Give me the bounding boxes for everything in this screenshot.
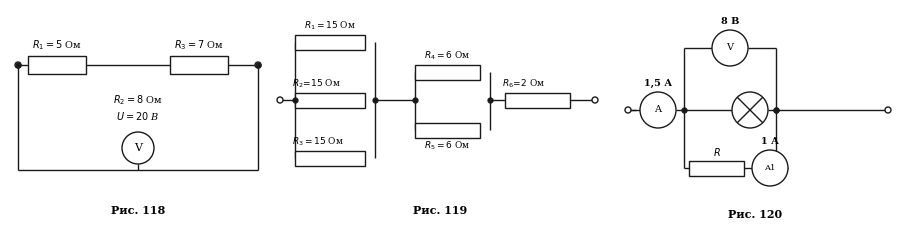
Circle shape (712, 30, 748, 66)
Bar (295, 151, 365, 166)
Bar (295, 35, 365, 50)
Text: $R_2 = 8$ Ом: $R_2 = 8$ Ом (113, 93, 163, 107)
Text: $R_3 = 7$ Ом: $R_3 = 7$ Ом (174, 38, 224, 52)
Text: $R$: $R$ (713, 146, 720, 158)
Circle shape (752, 150, 788, 186)
Circle shape (255, 62, 261, 68)
Text: $R_2\!=\!15$ Ом: $R_2\!=\!15$ Ом (292, 77, 341, 90)
Circle shape (640, 92, 676, 128)
Text: $R_4 = 6$ Ом: $R_4 = 6$ Ом (425, 49, 471, 62)
Circle shape (885, 107, 891, 113)
Bar (415, 123, 480, 138)
Circle shape (15, 62, 21, 68)
Text: $R_5 = 6$ Ом: $R_5 = 6$ Ом (425, 139, 471, 152)
Text: 1,5 А: 1,5 А (644, 79, 672, 88)
Text: A1: A1 (764, 164, 776, 172)
Circle shape (122, 132, 154, 164)
Text: $U = 20$ В: $U = 20$ В (116, 110, 159, 122)
Text: $R_6\!=\!2$ Ом: $R_6\!=\!2$ Ом (502, 77, 545, 90)
Circle shape (625, 107, 631, 113)
Text: $R_1 = 5$ Ом: $R_1 = 5$ Ом (32, 38, 82, 52)
Text: 1 А: 1 А (761, 137, 779, 146)
Bar (28, 56, 86, 74)
Bar (689, 161, 744, 176)
Text: V: V (726, 43, 734, 52)
Bar (505, 93, 570, 108)
Bar (295, 93, 365, 108)
Circle shape (277, 97, 283, 103)
Text: $R_1 = 15$ Ом: $R_1 = 15$ Ом (304, 19, 356, 32)
Text: Рис. 119: Рис. 119 (413, 204, 467, 216)
Text: 8 В: 8 В (721, 17, 739, 26)
Text: Рис. 120: Рис. 120 (728, 210, 782, 221)
Text: Рис. 118: Рис. 118 (111, 204, 165, 216)
Text: V: V (134, 143, 142, 153)
Text: A: A (654, 106, 662, 115)
Bar (415, 65, 480, 80)
Circle shape (732, 92, 768, 128)
Circle shape (592, 97, 598, 103)
Text: $R_3 = 15$ Ом: $R_3 = 15$ Ом (292, 136, 344, 148)
Bar (170, 56, 228, 74)
